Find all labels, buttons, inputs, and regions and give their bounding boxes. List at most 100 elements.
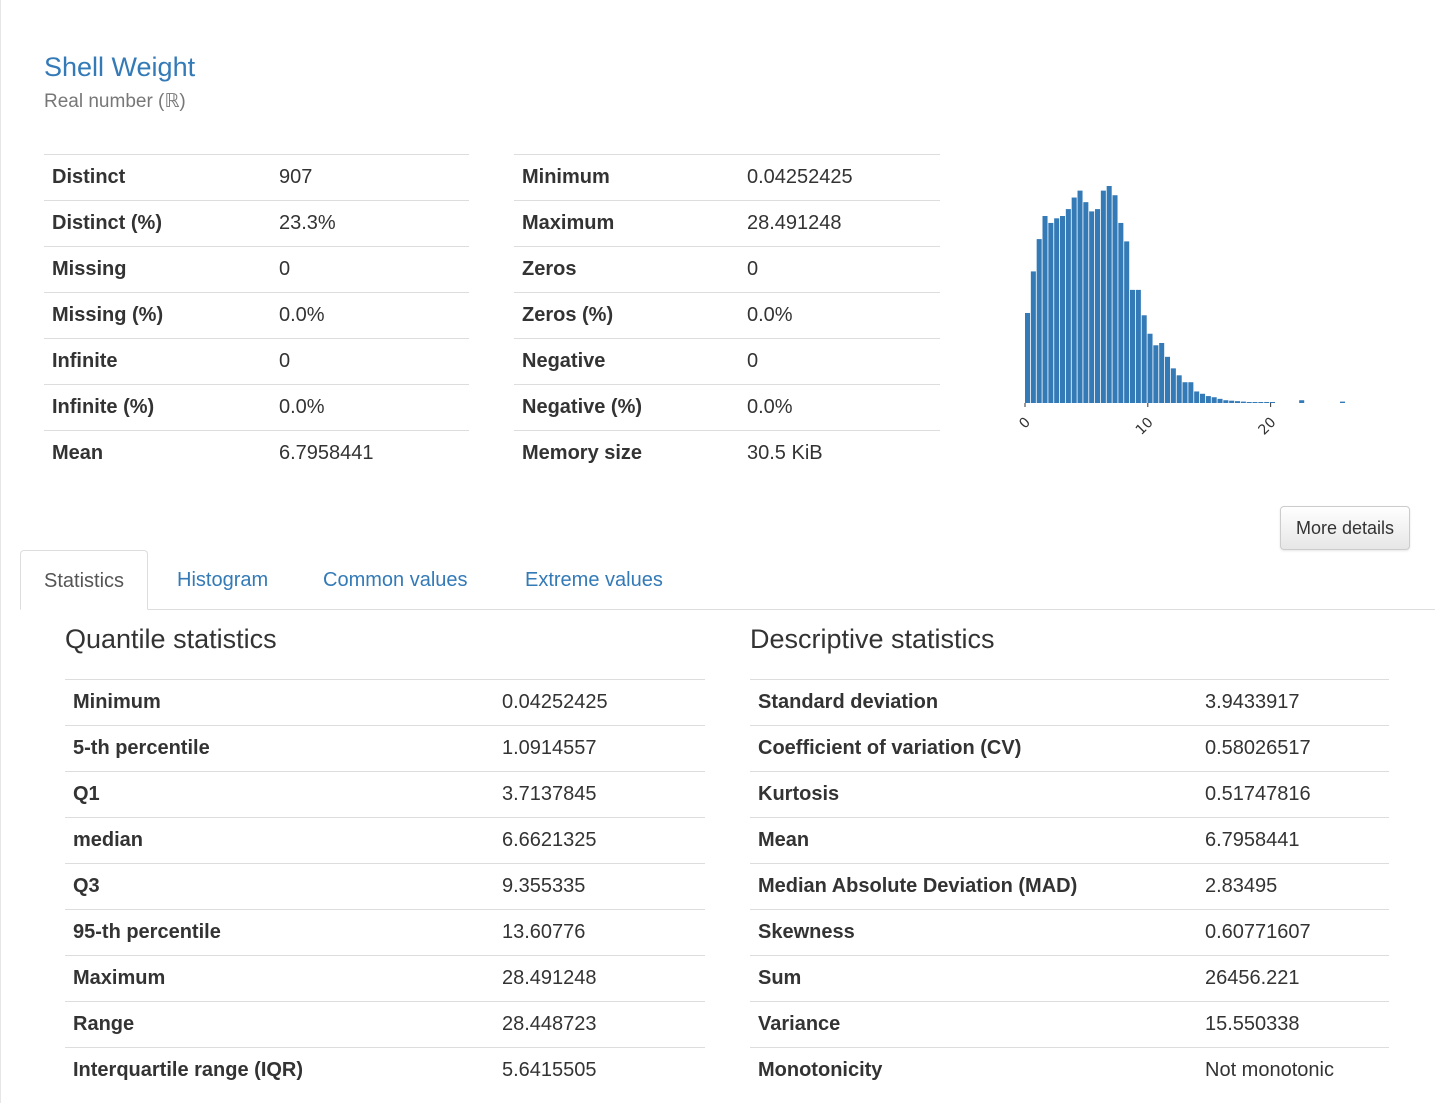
histogram-bar — [1042, 216, 1048, 403]
table-row: Kurtosis 0.51747816 — [750, 771, 1389, 818]
stat-label: Maximum — [514, 200, 739, 247]
stat-value: 0.0% — [739, 384, 940, 431]
histogram-bar — [1048, 222, 1054, 403]
variable-type: Real number (ℝ) — [44, 91, 186, 112]
more-details-button[interactable]: More details — [1280, 506, 1410, 550]
histogram-bar — [1264, 402, 1270, 403]
histogram-bar — [1100, 190, 1106, 403]
stat-label: Distinct — [44, 154, 271, 201]
stat-label: 95-th percentile — [65, 909, 494, 956]
histogram-bar — [1182, 382, 1188, 403]
stat-value: 0.0% — [271, 384, 469, 431]
table-row: Minimum 0.04252425 — [514, 154, 940, 201]
tab-histogram[interactable]: Histogram — [177, 569, 269, 591]
stat-label: 5-th percentile — [65, 725, 494, 772]
table-row: Monotonicity Not monotonic — [750, 1047, 1389, 1094]
histogram-bar — [1200, 393, 1206, 403]
histogram-bar — [1060, 216, 1066, 403]
histogram-bar — [1205, 396, 1211, 403]
stat-label: Missing — [44, 246, 271, 293]
histogram-bar — [1217, 398, 1223, 403]
histogram-bar — [1112, 195, 1118, 403]
stat-value: 0.04252425 — [494, 679, 705, 726]
variable-title-link[interactable]: Shell Weight — [44, 52, 196, 82]
histogram-bar — [1252, 402, 1258, 403]
stat-value: 28.448723 — [494, 1001, 705, 1048]
stat-value: 6.7958441 — [1197, 817, 1389, 864]
tab-statistics[interactable]: Statistics — [20, 550, 149, 610]
stat-value: 0.0% — [739, 292, 940, 339]
table-row: Zeros 0 — [514, 246, 940, 293]
stat-value: 15.550338 — [1197, 1001, 1389, 1048]
histogram-bar — [1065, 209, 1071, 403]
histogram-bar — [1153, 345, 1159, 403]
histogram-bar — [1089, 211, 1095, 403]
histogram-bar — [1135, 289, 1141, 403]
table-row: Sum 26456.221 — [750, 955, 1389, 1002]
stat-value: 13.60776 — [494, 909, 705, 956]
stat-label: Zeros (%) — [514, 292, 739, 339]
stat-label: Interquartile range (IQR) — [65, 1047, 494, 1094]
stat-value: 28.491248 — [739, 200, 940, 247]
stat-label: Maximum — [65, 955, 494, 1002]
table-row: Minimum 0.04252425 — [65, 679, 705, 726]
table-row: 5-th percentile 1.0914557 — [65, 725, 705, 772]
histogram-bar — [1246, 402, 1252, 403]
stat-value: Not monotonic — [1197, 1047, 1389, 1094]
stat-label: Sum — [750, 955, 1197, 1002]
stat-value: 30.5 KiB — [739, 430, 940, 477]
tab-extreme-values[interactable]: Extreme values — [525, 569, 663, 591]
histogram-bar — [1340, 401, 1346, 403]
table-row: Standard deviation 3.9433917 — [750, 679, 1389, 726]
table-row: Coefficient of variation (CV) 0.58026517 — [750, 725, 1389, 772]
stat-label: Kurtosis — [750, 771, 1197, 818]
stat-value: 0.58026517 — [1197, 725, 1389, 772]
histogram-bar — [1176, 375, 1182, 403]
stat-label: Q3 — [65, 863, 494, 910]
stat-label: Range — [65, 1001, 494, 1048]
stat-value: 3.7137845 — [494, 771, 705, 818]
table-row: Missing (%) 0.0% — [44, 292, 469, 339]
histogram-bar — [1025, 312, 1031, 403]
stat-value: 0.04252425 — [739, 154, 940, 201]
x-tick-label: 0 — [1016, 415, 1034, 433]
histogram-bar — [1194, 391, 1200, 403]
stat-label: median — [65, 817, 494, 864]
histogram-bar — [1054, 218, 1060, 403]
stat-value: 2.83495 — [1197, 863, 1389, 910]
table-row: median 6.6621325 — [65, 817, 705, 864]
table-row: Maximum 28.491248 — [65, 955, 705, 1002]
stat-label: Variance — [750, 1001, 1197, 1048]
histogram-bar — [1223, 400, 1229, 403]
stat-label: Infinite (%) — [44, 384, 271, 431]
table-row: Infinite (%) 0.0% — [44, 384, 469, 431]
tabs-divider — [20, 609, 1435, 610]
table-row: Distinct 907 — [44, 154, 469, 201]
table-row: Missing 0 — [44, 246, 469, 293]
table-row: Maximum 28.491248 — [514, 200, 940, 247]
histogram-bar — [1124, 241, 1130, 403]
tab-common-values[interactable]: Common values — [323, 569, 468, 591]
stat-label: Mean — [750, 817, 1197, 864]
histogram-bar — [1118, 222, 1124, 403]
stat-value: 26456.221 — [1197, 955, 1389, 1002]
stat-value: 6.6621325 — [494, 817, 705, 864]
histogram-bar — [1147, 333, 1153, 403]
table-row: Infinite 0 — [44, 338, 469, 385]
stat-label: Standard deviation — [750, 679, 1197, 726]
histogram-bar — [1077, 190, 1083, 403]
histogram-bar — [1270, 402, 1276, 403]
quantile-statistics-table: Minimum 0.04252425 5-th percentile 1.09145… — [65, 679, 705, 1094]
stat-label: Zeros — [514, 246, 739, 293]
stat-label: Missing (%) — [44, 292, 271, 339]
histogram-bar — [1141, 315, 1147, 403]
histogram-bar — [1229, 400, 1235, 403]
overview-table-left: Distinct 907 Distinct (%) 23.3% Missing 0 M… — [44, 154, 469, 477]
histogram-bar — [1030, 271, 1036, 403]
table-row: Zeros (%) 0.0% — [514, 292, 940, 339]
stat-label: Infinite — [44, 338, 271, 385]
descriptive-statistics-title: Descriptive statistics — [750, 624, 995, 654]
stat-value: 0 — [739, 246, 940, 293]
page-left-border — [0, 0, 1, 1103]
histogram-x-ticks: 0 10 20 — [1016, 403, 1279, 438]
